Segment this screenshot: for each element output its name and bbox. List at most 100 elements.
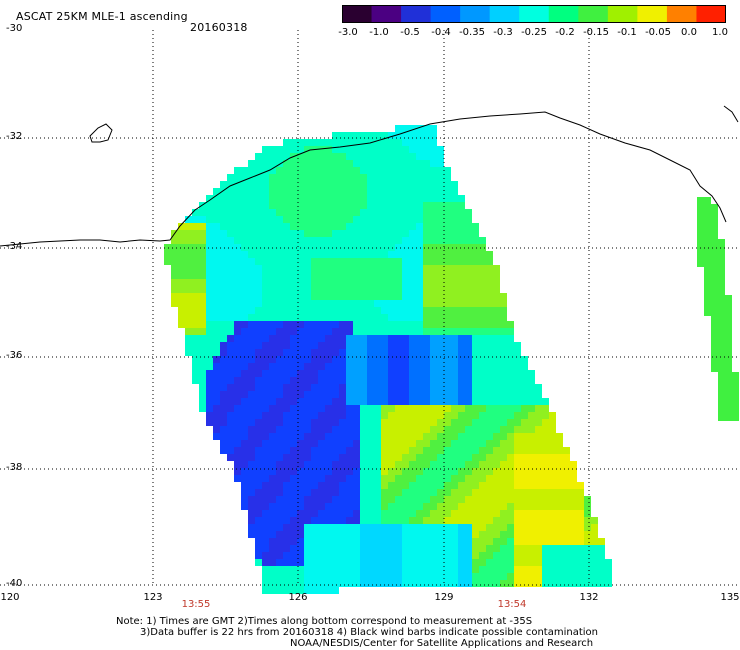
swath-cell xyxy=(283,468,290,475)
swath-cell xyxy=(262,447,269,454)
swath-cell xyxy=(718,407,725,414)
swath-cell xyxy=(395,132,402,139)
swath-cell xyxy=(423,300,430,307)
swath-cell xyxy=(227,314,234,321)
swath-cell xyxy=(711,246,718,253)
swath-cell xyxy=(339,342,346,349)
swath-cell xyxy=(500,377,507,384)
swath-cell xyxy=(318,272,325,279)
swath-cell xyxy=(234,349,241,356)
swath-cell xyxy=(486,279,493,286)
swath-cell xyxy=(535,510,542,517)
swath-cell xyxy=(437,300,444,307)
swath-cell xyxy=(514,440,521,447)
swath-cell xyxy=(500,517,507,524)
swath-cell xyxy=(388,412,395,419)
swath-cell xyxy=(570,517,577,524)
swath-cell xyxy=(416,447,423,454)
swath-cell xyxy=(227,223,234,230)
swath-cell xyxy=(451,237,458,244)
swath-cell xyxy=(381,314,388,321)
swath-cell xyxy=(304,216,311,223)
swath-cell xyxy=(241,314,248,321)
swath-cell xyxy=(444,377,451,384)
swath-cell xyxy=(276,384,283,391)
swath-cell xyxy=(360,223,367,230)
swath-cell xyxy=(486,559,493,566)
swath-cell xyxy=(206,384,213,391)
swath-cell xyxy=(255,272,262,279)
swath-cell xyxy=(367,335,374,342)
swath-cell xyxy=(353,286,360,293)
swath-cell xyxy=(381,272,388,279)
swath-cell xyxy=(297,419,304,426)
swath-cell xyxy=(346,174,353,181)
swath-cell xyxy=(276,181,283,188)
swath-cell xyxy=(255,370,262,377)
swath-cell xyxy=(332,300,339,307)
swath-cell xyxy=(507,370,514,377)
swath-cell xyxy=(332,384,339,391)
swath-cell xyxy=(542,447,549,454)
swath-cell xyxy=(493,405,500,412)
swath-cell xyxy=(514,489,521,496)
swath-cell xyxy=(507,433,514,440)
swath-cell xyxy=(465,258,472,265)
swath-cell xyxy=(283,335,290,342)
swath-cell xyxy=(241,433,248,440)
swath-cell xyxy=(493,412,500,419)
swath-cell xyxy=(360,265,367,272)
swath-cell xyxy=(234,251,241,258)
swath-cell xyxy=(255,440,262,447)
graticule xyxy=(0,30,740,586)
swath-cell xyxy=(458,195,465,202)
swath-cell xyxy=(262,573,269,580)
swath-cell xyxy=(472,475,479,482)
swath-cell xyxy=(507,531,514,538)
swath-cell xyxy=(416,489,423,496)
swath-cell xyxy=(500,566,507,573)
swath-cell xyxy=(206,279,213,286)
swath-cell xyxy=(500,559,507,566)
swath-cell xyxy=(409,468,416,475)
swath-cell xyxy=(227,419,234,426)
swath-cell xyxy=(388,482,395,489)
swath-cell xyxy=(227,328,234,335)
swath-cell xyxy=(402,216,409,223)
swath-cell xyxy=(479,377,486,384)
swath-cell xyxy=(262,349,269,356)
swath-cell xyxy=(283,517,290,524)
swath-cell xyxy=(332,272,339,279)
swath-cell xyxy=(220,426,227,433)
swath-cell xyxy=(339,195,346,202)
swath-cell xyxy=(374,307,381,314)
swath-cell xyxy=(423,405,430,412)
swath-cell xyxy=(430,300,437,307)
swath-cell xyxy=(395,321,402,328)
swath-cell xyxy=(388,202,395,209)
swath-cell xyxy=(409,188,416,195)
swath-cell xyxy=(479,573,486,580)
swath-cell xyxy=(374,461,381,468)
swath-cell xyxy=(437,405,444,412)
swath-cell xyxy=(374,209,381,216)
swath-cell xyxy=(360,167,367,174)
swath-cell xyxy=(444,468,451,475)
swath-cell xyxy=(395,209,402,216)
longitude-label: 126 xyxy=(288,592,308,603)
swath-cell xyxy=(346,384,353,391)
swath-cell xyxy=(500,538,507,545)
swath-cell xyxy=(199,286,206,293)
swath-cell xyxy=(178,230,185,237)
swath-cell xyxy=(318,237,325,244)
swath-cell xyxy=(374,384,381,391)
swath-cell xyxy=(255,384,262,391)
swath-cell xyxy=(290,237,297,244)
swath-cell xyxy=(535,468,542,475)
swath-cell xyxy=(311,552,318,559)
swath-cell xyxy=(388,517,395,524)
swath-cell xyxy=(486,391,493,398)
swath-cell xyxy=(451,370,458,377)
swath-cell xyxy=(290,286,297,293)
swath-cell xyxy=(367,300,374,307)
